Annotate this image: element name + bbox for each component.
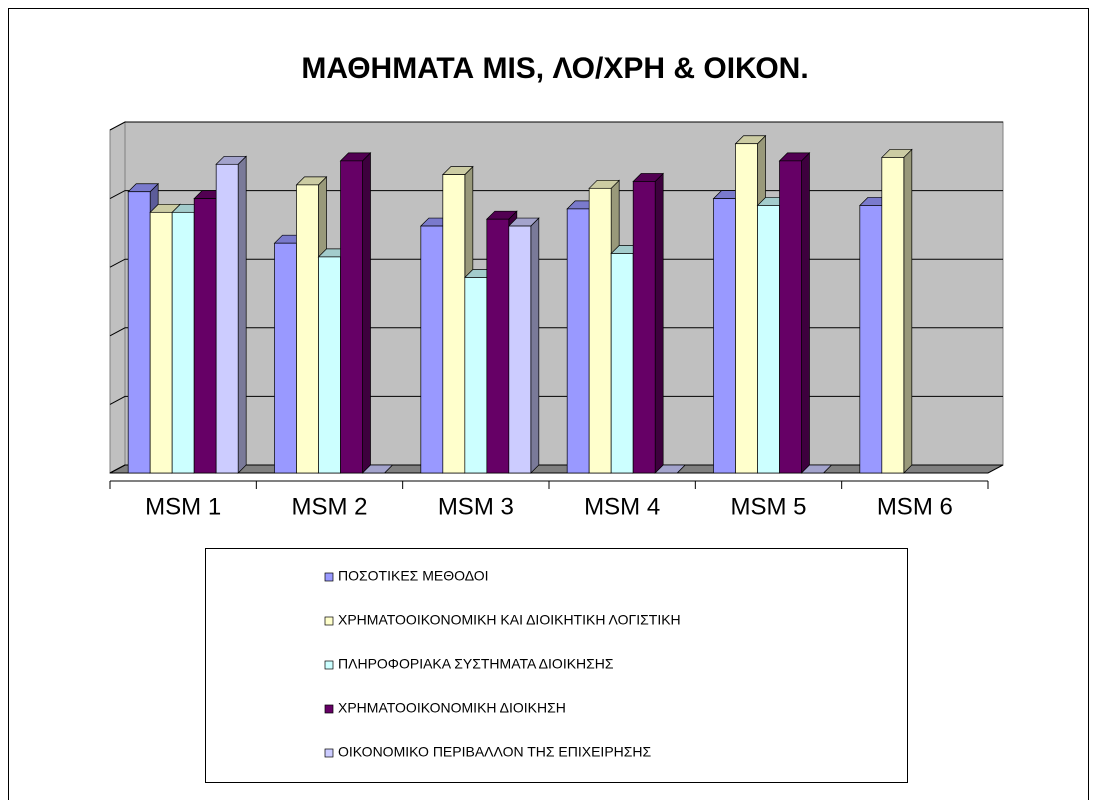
x-tick-label: MSM 3 xyxy=(438,493,514,520)
legend-swatch xyxy=(324,660,334,670)
legend-label: ΧΡΗΜΑΤΟΟΙΚΟΝΟΜΙΚΗ ΔΙΟΙΚΗΣΗ xyxy=(338,700,566,716)
bar xyxy=(193,198,217,474)
grid-line xyxy=(109,464,1003,474)
bar xyxy=(566,208,590,474)
bar xyxy=(632,181,656,474)
legend-swatch xyxy=(324,748,334,758)
legend-label: ΟΙΚΟΝΟΜΙΚΟ ΠΕΡΙΒΑΛΛΟΝ ΤΗΣ ΕΠΙΧΕΙΡΗΣΗΣ xyxy=(338,744,652,760)
bar-side xyxy=(237,155,247,474)
chart-title: ΜΑΘΗΜΑΤΑ MIS, ΛΟ/ΧΡΗ & ΟΙΚΟΝ. xyxy=(301,52,808,85)
grid-line xyxy=(109,327,1003,337)
bar xyxy=(713,198,736,474)
bar-side xyxy=(903,148,913,474)
side-wall xyxy=(109,121,126,474)
legend-swatch xyxy=(324,616,334,626)
legend-label: ΠΛΗΡΟΦΟΡΙΑΚΑ ΣΥΣΤΗΜΑΤΑ ΔΙΟΙΚΗΣΗΣ xyxy=(338,656,614,672)
bar-top xyxy=(361,464,394,474)
bar xyxy=(464,277,488,474)
bar xyxy=(274,242,297,474)
x-tick-label: MSM 6 xyxy=(877,493,953,520)
grid-line xyxy=(109,395,1003,405)
bar xyxy=(779,160,802,474)
bar xyxy=(149,211,173,474)
x-tick-label: MSM 1 xyxy=(145,493,221,520)
bar-side xyxy=(362,152,371,474)
legend-label: ΠΟΣΟΤΙΚΕΣ ΜΕΘΟΔΟΙ xyxy=(338,568,489,584)
bar xyxy=(127,191,151,474)
bar xyxy=(318,256,341,474)
bar-side xyxy=(530,217,540,474)
bar-top xyxy=(800,464,833,474)
bar-top xyxy=(654,464,687,474)
bar xyxy=(420,225,444,474)
bars xyxy=(127,134,913,474)
bar xyxy=(881,157,905,474)
bar xyxy=(735,143,758,474)
bar xyxy=(296,184,319,474)
bar xyxy=(486,218,510,474)
bar-side xyxy=(801,152,810,474)
grid-line xyxy=(109,190,1003,200)
bar xyxy=(610,253,634,474)
bar xyxy=(757,205,780,474)
legend-swatch xyxy=(324,572,334,582)
bar-side xyxy=(654,172,664,474)
grid-line xyxy=(109,121,1003,131)
x-tick-label: MSM 4 xyxy=(584,493,660,520)
bar xyxy=(340,160,363,474)
bar xyxy=(859,205,883,474)
bar xyxy=(171,211,195,474)
legend-swatch xyxy=(324,704,334,714)
bar xyxy=(508,225,532,474)
legend xyxy=(205,548,908,783)
legend-label: ΧΡΗΜΑΤΟΟΙΚΟΝΟΜΙΚΗ ΚΑΙ ΔΙΟΙΚΗΤΙΚΗ ΛΟΓΙΣΤΙ… xyxy=(338,612,681,628)
grid xyxy=(109,121,1003,474)
grid-line xyxy=(109,258,1003,268)
x-tick-label: MSM 2 xyxy=(291,493,367,520)
bar xyxy=(588,187,612,474)
legend-entries: ΠΟΣΟΤΙΚΕΣ ΜΕΘΟΔΟΙ ΧΡΗΜΑΤΟΟΙΚΟΝΟΜΙΚΗ ΚΑΙ Δ… xyxy=(324,568,681,760)
x-tick-label: MSM 5 xyxy=(730,493,806,520)
bar xyxy=(215,163,239,474)
bar xyxy=(442,174,466,474)
